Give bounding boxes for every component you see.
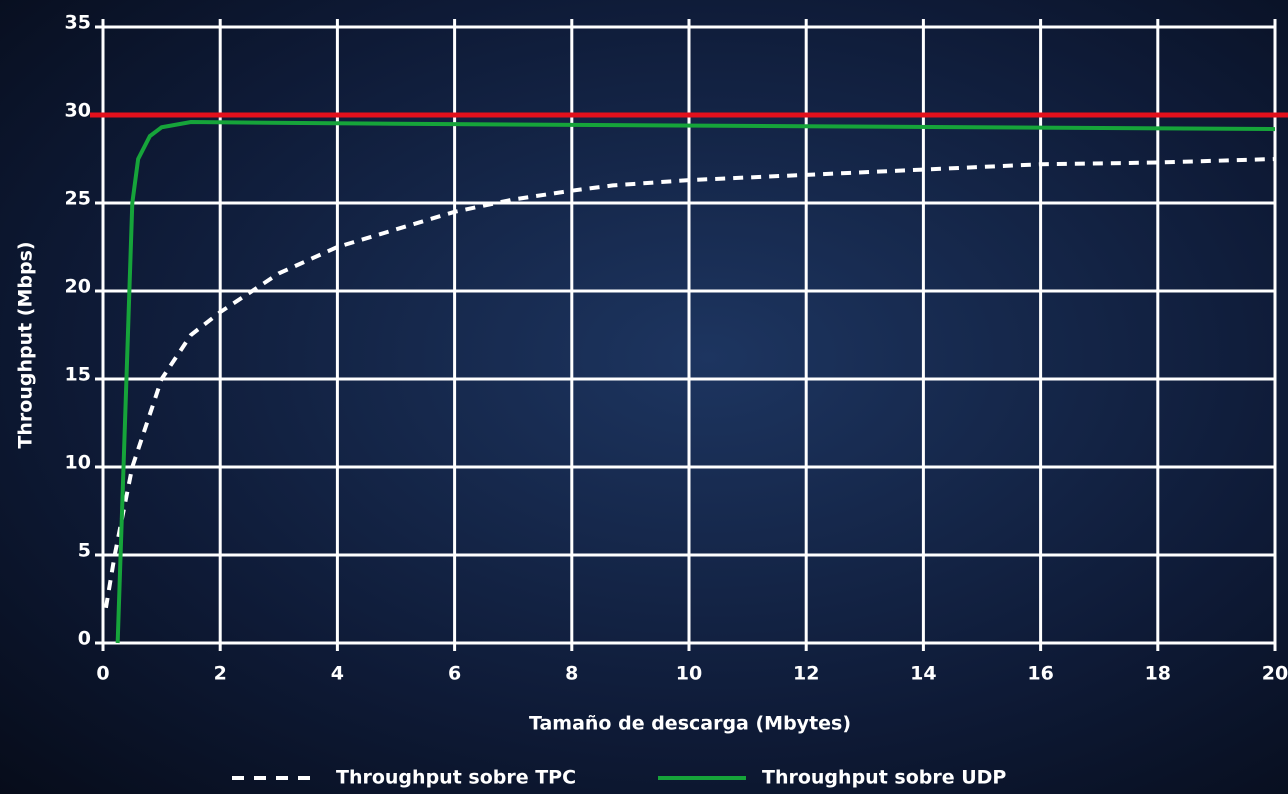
- y-axis-label: Throughput (Mbps): [15, 241, 37, 448]
- y-tick-label: 15: [65, 364, 91, 386]
- x-tick-label: 12: [793, 663, 819, 685]
- y-tick-label: 5: [78, 540, 91, 562]
- x-tick-label: 4: [331, 663, 344, 685]
- line: [103, 157, 1276, 609]
- y-tick-label: 0: [78, 628, 91, 650]
- x-tick-label: 8: [565, 663, 578, 685]
- x-axis-label: Tamaño de descarga (Mbytes): [529, 713, 851, 735]
- y-tick-label: 30: [65, 100, 91, 122]
- x-tick-label: 10: [676, 663, 702, 685]
- x-tick-label: 20: [1262, 663, 1288, 685]
- line: [115, 120, 1276, 644]
- x-tick-label: 6: [448, 663, 461, 685]
- x-tick-label: 2: [214, 663, 227, 685]
- x-tick-label: 16: [1027, 663, 1053, 685]
- y-tick-label: 35: [65, 12, 91, 34]
- y-tick-label: 10: [65, 452, 91, 474]
- x-tick-label: 14: [910, 663, 936, 685]
- x-tick-label: 0: [96, 663, 109, 685]
- x-tick-label: 18: [1145, 663, 1171, 685]
- y-tick-label: 20: [65, 276, 91, 298]
- y-tick-label: 25: [65, 188, 91, 210]
- legend-label: Throughput sobre UDP: [762, 767, 1006, 789]
- legend-label: Throughput sobre TPC: [336, 767, 576, 789]
